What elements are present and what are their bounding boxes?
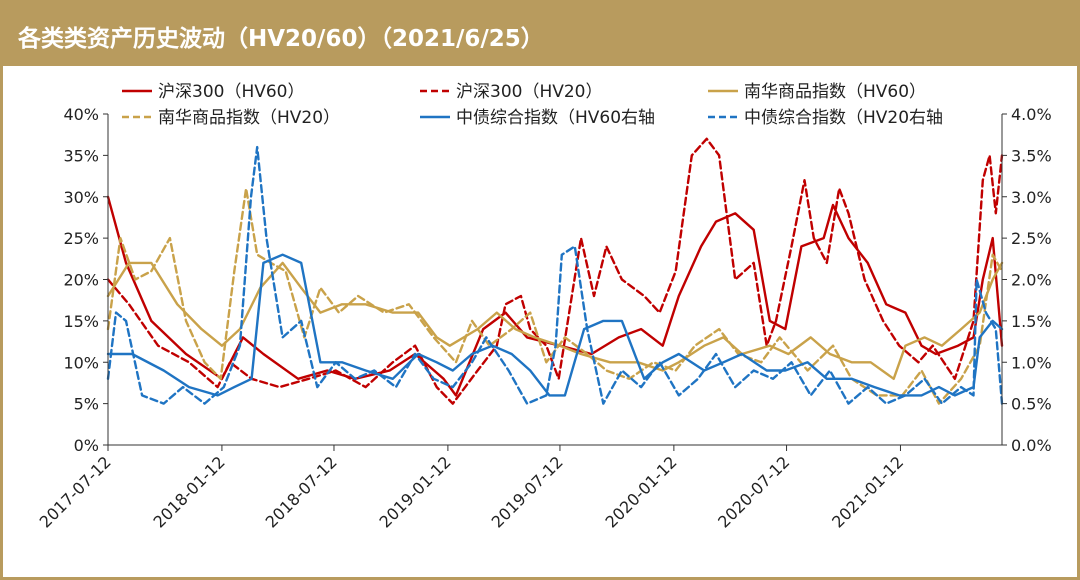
y-left-tick-label: 15% [63,312,99,331]
y-right-tick-label: 2.0% [1011,271,1052,290]
y-left-tick-label: 40% [63,105,99,124]
legend-label: 中债综合指数（HV60右轴 [456,108,655,128]
y-left-tick-label: 30% [63,188,99,207]
y-right-tick-label: 4.0% [1011,105,1052,124]
title-bar: 各类类资产历史波动（HV20/60）（2021/6/25） [0,0,1080,66]
series-line-3 [106,261,1004,380]
y-left-tick-label: 25% [63,229,99,248]
x-tick-label: 2019-07-12 [488,452,567,531]
series-line-5 [106,253,1004,397]
y-right-tick-label: 2.5% [1011,229,1052,248]
x-tick-label: 2020-07-12 [714,452,793,531]
y-right-tick-label: 0.0% [1011,436,1052,455]
legend-label: 南华商品指数（HV60） [744,82,926,102]
x-tick-label: 2017-07-12 [36,452,115,531]
series-line-1 [106,195,1004,397]
x-tick-label: 2019-01-12 [376,452,455,531]
legend: 沪深300（HV60） 沪深300（HV20） 南华商品指数（HV60） 南华商品指数… [122,82,943,128]
y-left-tick-label: 20% [63,271,99,290]
y-left-tick-label: 0% [74,436,99,455]
series-line-2 [106,137,1004,405]
legend-label: 沪深300（HV60） [158,82,305,102]
x-tick-label: 2018-07-12 [262,452,341,531]
legend-label: 南华商品指数（HV20） [158,108,340,128]
series-line-6 [106,145,1004,405]
y-left-tick-label: 5% [74,395,99,414]
x-tick-label: 2020-01-12 [602,452,681,531]
x-tick-label: 2018-01-12 [150,452,229,531]
x-tick-label: 2021-01-12 [828,452,907,531]
y-right-tick-label: 1.5% [1011,312,1052,331]
y-right-tick-label: 3.5% [1011,146,1052,165]
y-right-tick-label: 3.0% [1011,188,1052,207]
series-layer [106,137,1004,405]
chart-title: 各类类资产历史波动（HV20/60）（2021/6/25） [18,26,544,52]
axes: 0% 5% 10% 15% 20% 25% 30% 35% 40% 0.0% 0.5% 1.0% 1.5… [36,105,1052,532]
legend-label: 沪深300（HV20） [456,82,603,102]
y-left-tick-label: 10% [63,353,99,372]
y-left-tick-label: 35% [63,146,99,165]
y-right-tick-label: 0.5% [1011,395,1052,414]
y-right-tick-label: 1.0% [1011,353,1052,372]
legend-label: 中债综合指数（HV20右轴 [744,108,943,128]
